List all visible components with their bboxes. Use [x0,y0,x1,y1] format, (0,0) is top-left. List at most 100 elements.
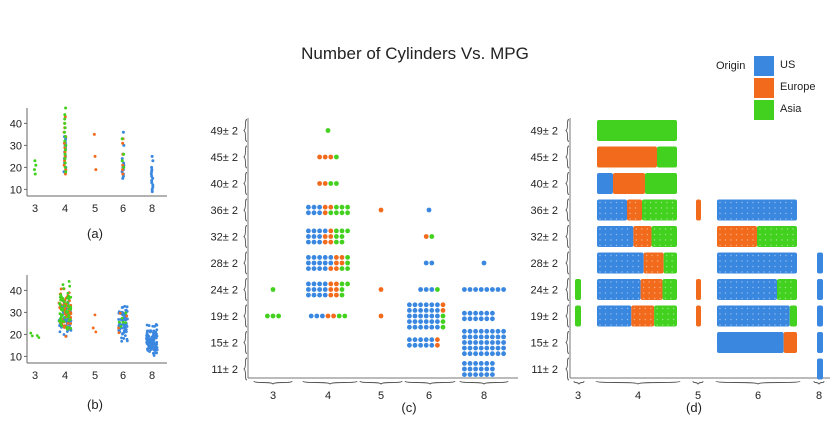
block-texture [604,286,607,289]
dot-us [317,210,322,216]
dot-us [467,316,473,322]
block-texture [759,228,761,230]
y-bin-label-d: 40± 2 [531,179,558,191]
block-texture [649,212,652,215]
block-texture [790,218,793,220]
block-texture [775,233,778,236]
point-us [121,130,125,134]
dot-us [490,340,495,345]
dot-us [322,266,328,271]
caption-c: (c) [401,400,417,415]
block-texture [730,260,732,262]
dot-us [418,308,423,313]
block-us [717,199,797,221]
dot-us [418,342,423,348]
block-texture [752,218,754,220]
block-texture [779,201,782,204]
block-texture [764,233,767,236]
block-texture [741,292,743,294]
block-texture [659,239,661,241]
dot-europe [435,337,440,343]
dot-europe [325,313,331,319]
block-texture [621,212,623,215]
block-texture [719,271,721,273]
point-asia [63,316,67,319]
dot-asia [328,210,334,216]
dot-asia [440,324,446,330]
dot-europe [328,154,334,160]
block-texture [645,254,648,257]
point-asia [59,322,63,326]
point-asia [63,113,67,117]
dot-us [501,340,506,345]
block-texture [746,307,749,310]
block-us [817,358,823,380]
block-texture [670,286,672,289]
block-texture [615,218,618,220]
dot-us [317,234,322,239]
block-texture [752,286,754,289]
block-texture [763,265,765,268]
dot-asia [429,234,435,239]
point-us [151,351,155,355]
dot-asia [440,319,446,324]
block-texture [670,239,672,241]
block-texture [757,260,760,262]
block-texture [724,313,727,315]
block-texture [735,239,738,241]
point-asia [63,117,67,121]
block-texture [735,281,738,283]
y-tick-label-b: 10 [10,351,22,363]
block-texture [774,324,776,326]
block-texture [641,239,643,241]
block-europe [696,279,701,300]
dot-asia [342,313,348,319]
dot-us [429,287,435,292]
block-texture [730,212,732,215]
block-texture [785,313,787,315]
block-texture [752,254,754,257]
block-texture [719,207,721,209]
block-texture [659,244,661,247]
dot-europe [322,210,328,216]
dot-asia [339,204,345,210]
block-texture [779,318,782,321]
point-us [62,333,66,336]
dot-us [311,239,317,245]
point-us [123,304,127,308]
block-texture [774,318,776,321]
dot-us [462,310,467,316]
dot-us [407,308,412,313]
block-texture [629,207,631,209]
caption-d: (d) [686,400,702,415]
dot-us [501,334,506,340]
block-texture [763,286,765,289]
block-texture [746,233,749,236]
block-texture [604,271,607,273]
dot-us [418,313,423,319]
block-texture [775,228,778,230]
block-texture [599,218,601,220]
point-europe [93,154,97,158]
legend-label-asia: Asia [780,103,802,115]
block-texture [730,207,732,209]
dot-europe [322,204,328,210]
block-texture [785,201,787,204]
block-texture [746,239,749,241]
y-bin-label-c: 19± 2 [211,311,238,323]
point-asia [66,291,70,295]
block-texture [665,260,668,262]
block-texture [774,292,776,294]
block-texture [615,207,618,209]
y-bin-label-c: 36± 2 [211,205,238,217]
block-texture [610,286,612,289]
block-texture [670,228,672,230]
block-texture [660,207,663,209]
block-texture [730,324,732,326]
block-texture [661,313,664,315]
dot-us [328,260,334,266]
x-tick-label-a: 8 [149,203,155,215]
block-texture [599,265,601,268]
block-asia [654,305,677,327]
block-texture [724,307,727,310]
